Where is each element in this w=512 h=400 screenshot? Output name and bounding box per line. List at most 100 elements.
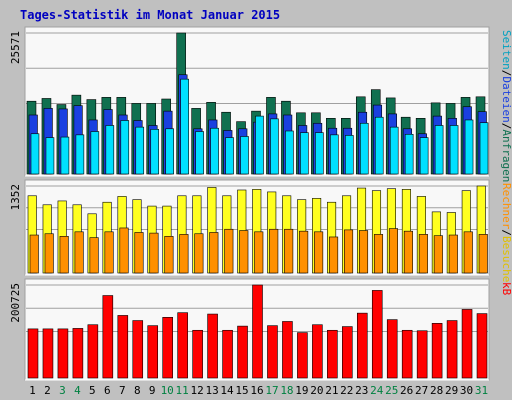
x-tick-label-day-7: 7: [119, 384, 126, 397]
x-tick-label-day-25: 25: [385, 384, 398, 397]
legend-entry: /: [500, 70, 512, 77]
x-tick-label-day-3: 3: [59, 384, 66, 397]
panel-legend: Seiten/Dateien/Anfragen: [500, 30, 512, 182]
bar-visits-rechner-day-16: [254, 231, 264, 274]
legend-entry: Rechner: [500, 183, 512, 230]
bar-requests-seiten-day-14: [225, 137, 234, 175]
bar-visits-rechner-day-25: [388, 228, 399, 274]
bar-kbytes-kb-day-8: [132, 320, 144, 379]
x-tick-label-day-6: 6: [104, 384, 111, 397]
bar-visits-rechner-day-4: [74, 231, 84, 274]
bar-requests-seiten-day-21: [330, 134, 339, 175]
bar-requests-seiten-day-8: [135, 126, 145, 175]
bar-visits-rechner-day-2: [44, 233, 54, 274]
bar-requests-seiten-day-18: [285, 130, 294, 175]
x-tick-label-day-24: 24: [370, 384, 384, 397]
bar-kbytes-kb-day-25: [386, 319, 398, 379]
x-tick-label-day-29: 29: [445, 384, 458, 397]
bar-kbytes-kb-day-29: [446, 320, 458, 379]
bar-kbytes-kb-day-15: [237, 325, 248, 379]
bar-kbytes-kb-day-27: [416, 330, 428, 379]
bar-visits-rechner-day-19: [299, 230, 309, 274]
bar-kbytes-kb-day-4: [72, 328, 84, 379]
legend-entry: kB: [500, 282, 512, 296]
bar-visits-rechner-day-6: [104, 231, 114, 274]
bar-requests-seiten-day-5: [90, 131, 100, 175]
bar-requests-seiten-day-29: [449, 125, 459, 175]
x-tick-label-day-9: 9: [149, 384, 156, 397]
bar-requests-seiten-day-28: [434, 125, 444, 175]
x-tick-label-day-20: 20: [310, 384, 323, 397]
bar-visits-rechner-day-7: [119, 227, 129, 274]
bar-visits-rechner-day-26: [403, 230, 413, 274]
bar-requests-seiten-day-2: [45, 137, 55, 175]
x-tick-label-day-14: 14: [220, 384, 234, 397]
bar-visits-rechner-day-14: [224, 228, 234, 274]
x-tick-label-day-16: 16: [250, 384, 263, 397]
x-tick-label-day-13: 13: [205, 384, 218, 397]
bar-kbytes-kb-day-18: [282, 321, 293, 379]
panel-scale-label: 1352: [9, 184, 22, 211]
bar-visits-rechner-day-11: [179, 234, 189, 274]
bar-visits-rechner-day-31: [478, 234, 488, 274]
bar-requests-seiten-day-31: [479, 122, 489, 175]
bar-kbytes-kb-day-28: [431, 323, 443, 379]
bar-visits-rechner-day-22: [344, 229, 354, 274]
legend-entry: Dateien: [500, 76, 512, 122]
x-tick-label-day-30: 30: [460, 384, 473, 397]
x-tick-label-day-15: 15: [235, 384, 248, 397]
bar-kbytes-kb-day-22: [342, 326, 353, 379]
bar-requests-seiten-day-22: [345, 135, 354, 175]
bar-kbytes-kb-day-3: [57, 328, 69, 379]
bar-requests-seiten-day-24: [374, 116, 384, 175]
chart-title: Tages-Statistik im Monat Januar 2015: [20, 8, 280, 22]
bar-visits-rechner-day-12: [194, 233, 204, 274]
bar-kbytes-kb-day-17: [267, 325, 278, 379]
bar-kbytes-kb-day-2: [42, 328, 54, 379]
panel-requests: 25571 Seiten/Dateien/Anfragen: [9, 26, 512, 182]
bar-visits-rechner-day-13: [209, 232, 219, 274]
bar-visits-rechner-day-1: [29, 234, 39, 274]
bar-kbytes-kb-day-13: [207, 313, 218, 379]
bar-visits-rechner-day-29: [448, 234, 458, 274]
bar-visits-rechner-day-30: [463, 231, 473, 274]
bar-kbytes-kb-day-16: [252, 284, 263, 379]
bar-requests-seiten-day-3: [60, 136, 70, 175]
panel-kbytes: 200725 kB: [9, 278, 512, 381]
bar-kbytes-kb-day-9: [147, 325, 159, 379]
bar-requests-seiten-day-9: [150, 129, 160, 175]
bar-kbytes-kb-day-24: [371, 290, 383, 379]
bar-visits-rechner-day-3: [59, 236, 69, 274]
legend-entry: /: [500, 229, 512, 236]
bar-visits-rechner-day-28: [433, 235, 443, 274]
x-tick-label-day-1: 1: [29, 384, 36, 397]
x-tick-label-day-19: 19: [295, 384, 308, 397]
x-tick-label-day-4: 4: [74, 384, 81, 397]
x-tick-label-day-17: 17: [265, 384, 278, 397]
bar-kbytes-kb-day-19: [297, 332, 308, 379]
bar-kbytes-kb-day-7: [117, 315, 129, 379]
bar-kbytes-kb-day-5: [87, 324, 99, 379]
panel-legend: Rechner/Besuche: [500, 183, 512, 282]
x-tick-label-day-28: 28: [430, 384, 443, 397]
bar-requests-seiten-day-11: [180, 78, 189, 175]
bar-requests-seiten-day-4: [75, 134, 85, 175]
bar-requests-seiten-day-13: [210, 127, 219, 175]
x-tick-label-day-11: 11: [176, 384, 189, 397]
bar-kbytes-kb-day-14: [222, 329, 233, 379]
bar-kbytes-kb-day-21: [327, 329, 338, 379]
legend-entry: /: [500, 123, 512, 130]
bar-visits-rechner-day-21: [329, 236, 339, 274]
x-tick-label-day-8: 8: [134, 384, 141, 397]
panel-scale-label: 25571: [9, 31, 22, 64]
x-tick-label-day-2: 2: [44, 384, 51, 397]
bar-kbytes-kb-day-26: [401, 329, 413, 379]
bar-visits-rechner-day-24: [373, 234, 384, 274]
bar-visits-rechner-day-18: [284, 228, 294, 274]
bar-requests-seiten-day-15: [240, 136, 249, 175]
x-axis-day-labels: 1 2 3 4 5 6 7 8 9 10 11 12 13 14 15 16 17 18 19 20 21 22 23 24 2…: [29, 384, 488, 397]
x-tick-label-day-31: 31: [475, 384, 488, 397]
x-tick-label-day-12: 12: [191, 384, 204, 397]
bar-requests-seiten-day-6: [105, 125, 115, 175]
